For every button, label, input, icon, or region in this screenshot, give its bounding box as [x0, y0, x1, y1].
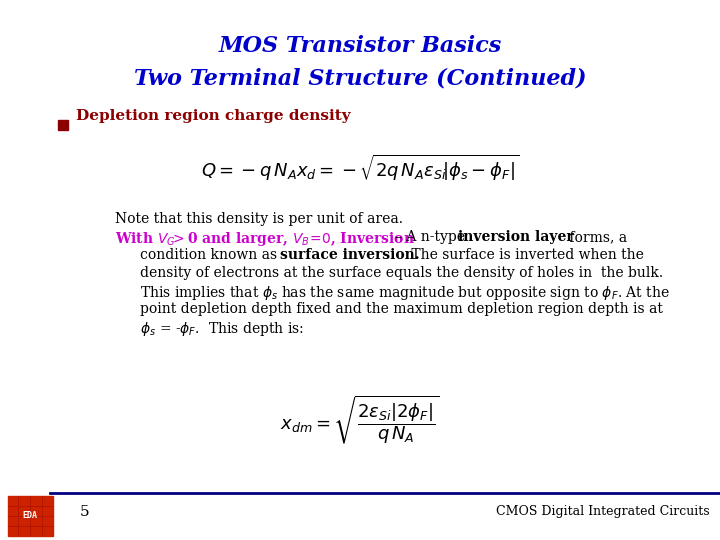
- Text: point depletion depth fixed and the maximum depletion region depth is at: point depletion depth fixed and the maxi…: [140, 302, 663, 316]
- Text: forms, a: forms, a: [565, 230, 627, 244]
- Text: CMOS Digital Integrated Circuits: CMOS Digital Integrated Circuits: [496, 505, 710, 518]
- Text: $\phi_s$ = -$\phi_F$.  This depth is:: $\phi_s$ = -$\phi_F$. This depth is:: [140, 320, 304, 338]
- Text: 5: 5: [80, 505, 89, 519]
- Text: Note that this density is per unit of area.: Note that this density is per unit of ar…: [115, 212, 403, 226]
- Text: With $V_G\!\!>$0 and larger, $V_B\!=\!0$, Inversion: With $V_G\!\!>$0 and larger, $V_B\!=\!0$…: [115, 230, 415, 248]
- Text: $x_{dm} = \sqrt{\dfrac{2\varepsilon_{Si}\left|2\phi_F\right|}{q\,N_A}}$: $x_{dm} = \sqrt{\dfrac{2\varepsilon_{Si}…: [280, 394, 440, 446]
- Text: condition known as: condition known as: [140, 248, 282, 262]
- Text: $Q = -q\,N_A x_d = -\sqrt{2q\,N_A\varepsilon_{Si}\!\left|\phi_s - \phi_F\right|}: $Q = -q\,N_A x_d = -\sqrt{2q\,N_A\vareps…: [201, 153, 519, 183]
- Text: surface inversion.: surface inversion.: [280, 248, 420, 262]
- Bar: [8, 496, 53, 536]
- Text: Depletion region charge density: Depletion region charge density: [76, 109, 351, 123]
- Text: EDA: EDA: [22, 511, 37, 521]
- Text: inversion layer: inversion layer: [458, 230, 574, 244]
- Text: Two Terminal Structure (Continued): Two Terminal Structure (Continued): [134, 68, 586, 90]
- Bar: [58, 120, 68, 130]
- Text: This implies that $\phi_s$ has the same magnitude but opposite sign to $\phi_F$.: This implies that $\phi_s$ has the same …: [140, 284, 670, 302]
- Text: density of electrons at the surface equals the density of holes in  the bulk.: density of electrons at the surface equa…: [140, 266, 663, 280]
- Text: The surface is inverted when the: The surface is inverted when the: [407, 248, 644, 262]
- Text: MOS Transistor Basics: MOS Transistor Basics: [218, 35, 502, 57]
- Text: – A n-type: – A n-type: [395, 230, 469, 244]
